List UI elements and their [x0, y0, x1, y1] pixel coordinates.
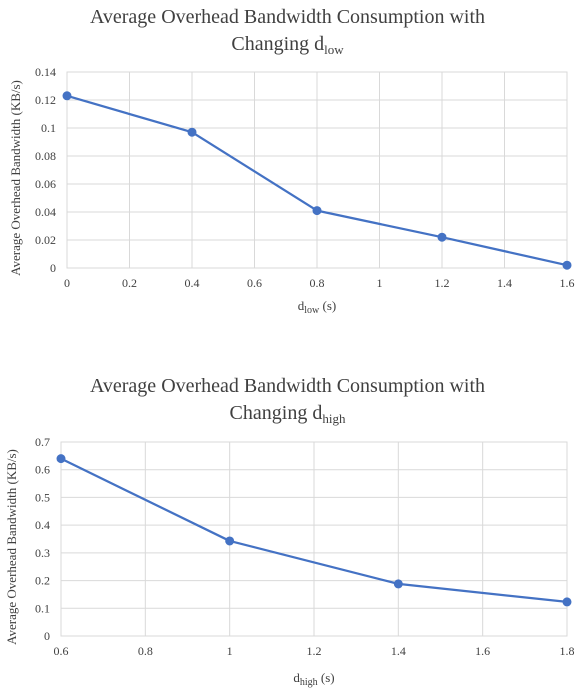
- x-axis-title: dhigh (s): [293, 670, 334, 688]
- x-axis-title: dlow (s): [298, 298, 336, 316]
- x-tick-label: 1.4: [391, 644, 406, 658]
- x-tick-label: 0.8: [138, 644, 153, 658]
- y-tick-label: 0.06: [35, 177, 56, 191]
- plot-area-svg: 0.6 0.8 1 1.2 1.4 1.6 1.8 0 0.1 0.2 0.3 0.4 0.5 0.6 0.…: [4, 435, 575, 688]
- chart-title-line1: Average Overhead Bandwidth Consumption w…: [89, 6, 486, 28]
- y-tick-label: 0: [50, 261, 56, 275]
- data-point: [187, 127, 197, 137]
- y-tick-label: 0.3: [35, 546, 50, 560]
- plot-area-svg: 0 0.2 0.4 0.6 0.8 1 1.2 1.4 1.6 0 0.02 0.04 0.06 0.08…: [8, 65, 575, 316]
- data-point: [437, 232, 447, 242]
- y-tick-label: 0: [44, 629, 50, 643]
- x-axis-title-subscript: high: [300, 677, 318, 688]
- x-axis-title-subscript: low: [304, 305, 320, 316]
- y-axis-title: Average Overhead Bandwidth (KB/s): [4, 449, 19, 645]
- x-tick-label: 0.2: [122, 276, 137, 290]
- x-tick-label: 1.8: [560, 644, 575, 658]
- y-tick-label: 0.4: [35, 518, 50, 532]
- chart-title-line2: Changing d: [231, 33, 325, 55]
- series-line: [60, 457, 568, 604]
- x-tick-label: 0: [64, 276, 70, 290]
- data-point: [56, 454, 66, 464]
- x-tick-label: 1.6: [475, 644, 490, 658]
- x-tick-label: 1: [377, 276, 383, 290]
- x-tick-label: 1.4: [497, 276, 512, 290]
- data-point: [562, 597, 572, 607]
- data-point: [562, 260, 572, 270]
- y-tick-label: 0.04: [35, 205, 56, 219]
- y-tick-label: 0.1: [35, 601, 50, 615]
- x-tick-label: 1.6: [560, 276, 575, 290]
- chart-title-line2: Changing d: [229, 402, 323, 424]
- x-tick-label: 1.2: [435, 276, 450, 290]
- chart-title-subscript: low: [324, 42, 344, 57]
- chart-title: Average Overhead Bandwidth Consumption w…: [0, 4, 575, 63]
- chart-title: Average Overhead Bandwidth Consumption w…: [0, 373, 575, 432]
- chart-dlow: Average Overhead Bandwidth Consumption w…: [0, 0, 575, 330]
- x-axis-title-main: d: [293, 670, 300, 685]
- chart-title-subscript: high: [322, 411, 346, 426]
- data-point: [312, 206, 322, 216]
- plot-border: [66, 71, 568, 269]
- y-tick-label: 0.6: [35, 463, 50, 477]
- y-tick-label: 0.08: [35, 149, 56, 163]
- x-axis-title-unit: (s): [318, 670, 335, 685]
- data-point: [225, 536, 235, 546]
- y-tick-label: 0.12: [35, 93, 56, 107]
- y-tick-label: 0.7: [35, 435, 50, 449]
- x-tick-label: 1: [227, 644, 233, 658]
- chart-dhigh: Average Overhead Bandwidth Consumption w…: [0, 345, 575, 691]
- x-axis-title-main: d: [298, 298, 305, 313]
- y-tick-label: 0.14: [35, 65, 56, 79]
- x-axis-title-unit: (s): [319, 298, 336, 313]
- data-point: [62, 91, 72, 101]
- chart-title-line1: Average Overhead Bandwidth Consumption w…: [89, 375, 486, 397]
- y-tick-label: 0.2: [35, 574, 50, 588]
- x-tick-label: 0.4: [185, 276, 200, 290]
- y-tick-label: 0.1: [41, 121, 56, 135]
- x-tick-label: 0.8: [310, 276, 325, 290]
- x-tick-label: 0.6: [54, 644, 69, 658]
- x-tick-label: 0.6: [247, 276, 262, 290]
- y-tick-label: 0.5: [35, 490, 50, 504]
- x-tick-label: 1.2: [307, 644, 322, 658]
- data-point: [393, 579, 403, 589]
- plot-border: [60, 441, 568, 637]
- y-axis-title: Average Overhead Bandwidth (KB/s): [8, 80, 23, 276]
- y-tick-label: 0.02: [35, 233, 56, 247]
